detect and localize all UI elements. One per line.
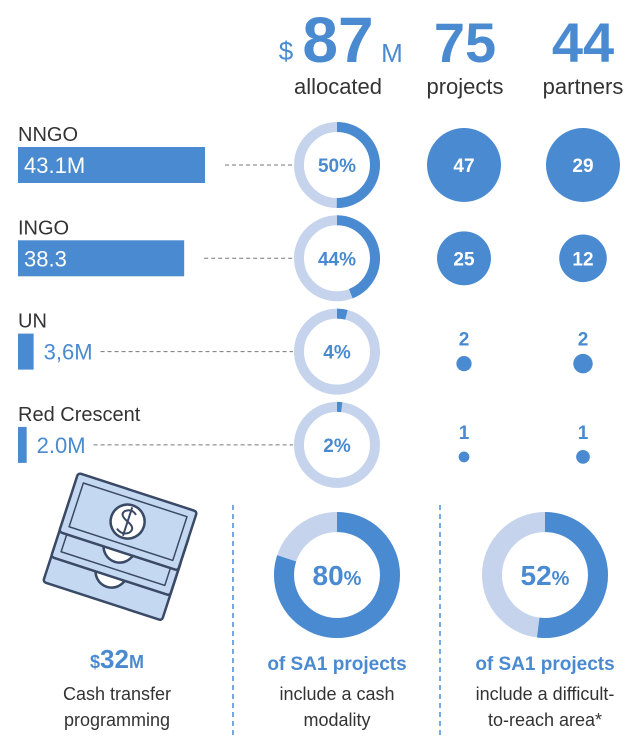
row-name: NNGO xyxy=(18,124,78,146)
donut-unit: % xyxy=(552,568,570,590)
bubble xyxy=(458,451,470,463)
amount-label: 2.0M xyxy=(37,433,86,458)
bubble xyxy=(573,353,593,374)
row-name: INGO xyxy=(18,217,69,239)
footer-caption: include a difficult- xyxy=(476,684,615,704)
donut-arc xyxy=(482,512,608,638)
cash-amount: $32M xyxy=(90,644,144,674)
share-label: 4% xyxy=(323,343,351,364)
bubble-label: 1 xyxy=(459,423,470,444)
donut-arc xyxy=(294,122,380,208)
bubble xyxy=(576,450,590,464)
footer-heading: of SA1 projects xyxy=(267,654,406,675)
cash-caption: programming xyxy=(64,710,170,730)
donut-arc xyxy=(294,401,380,488)
donut-value: 52% xyxy=(521,560,570,591)
bubble-label: 25 xyxy=(453,249,475,270)
projects-label: projects xyxy=(426,74,503,99)
footer-caption: modality xyxy=(303,710,370,730)
footer-caption: include a cash xyxy=(279,684,394,704)
row-name: Red Crescent xyxy=(18,404,141,426)
donut-number: 80 xyxy=(313,560,344,591)
donut-arc xyxy=(294,308,380,395)
bubble-label: 29 xyxy=(572,156,593,177)
bubble xyxy=(559,234,607,283)
currency-prefix: $ xyxy=(279,36,294,66)
donut-number: 52 xyxy=(521,560,552,591)
footer-caption: to-reach area* xyxy=(488,710,602,730)
partners-total: 44 xyxy=(552,11,614,74)
bubble xyxy=(437,231,491,286)
bubble xyxy=(427,128,501,202)
amount-label: 38.3 xyxy=(24,246,67,271)
partners-label: partners xyxy=(543,74,624,99)
projects-total: 75 xyxy=(434,11,496,74)
bubble-label: 47 xyxy=(453,156,474,177)
donut-arc xyxy=(294,215,380,302)
share-label: 2% xyxy=(323,436,351,457)
bubble-label: 12 xyxy=(572,249,593,270)
row-name: UN xyxy=(18,311,47,333)
cash-part: 32 xyxy=(100,644,129,674)
bar xyxy=(18,426,27,463)
cash-part: $ xyxy=(90,652,100,672)
donut-unit: % xyxy=(344,568,362,590)
share-label: 44% xyxy=(318,249,356,270)
money-icon xyxy=(42,472,198,621)
amount-label: 3,6M xyxy=(44,340,93,365)
donut-arc xyxy=(274,512,400,638)
bubble-label: 2 xyxy=(578,330,589,351)
share-label: 50% xyxy=(318,156,356,177)
bar xyxy=(18,240,185,277)
cash-part: M xyxy=(129,652,144,672)
donut-value: 80% xyxy=(313,560,362,591)
bubble-label: 2 xyxy=(459,330,470,351)
cash-caption: Cash transfer xyxy=(63,684,171,704)
allocated-label: allocated xyxy=(294,74,382,99)
bubble xyxy=(456,355,472,372)
bubble-label: 1 xyxy=(578,423,589,444)
amount-label: 43.1M xyxy=(24,153,85,178)
allocated-unit: M xyxy=(381,38,403,68)
footer-heading: of SA1 projects xyxy=(475,654,614,675)
bar xyxy=(18,147,205,183)
bubble xyxy=(546,128,620,202)
allocated-value: 87 xyxy=(302,4,373,76)
bar xyxy=(18,333,34,370)
